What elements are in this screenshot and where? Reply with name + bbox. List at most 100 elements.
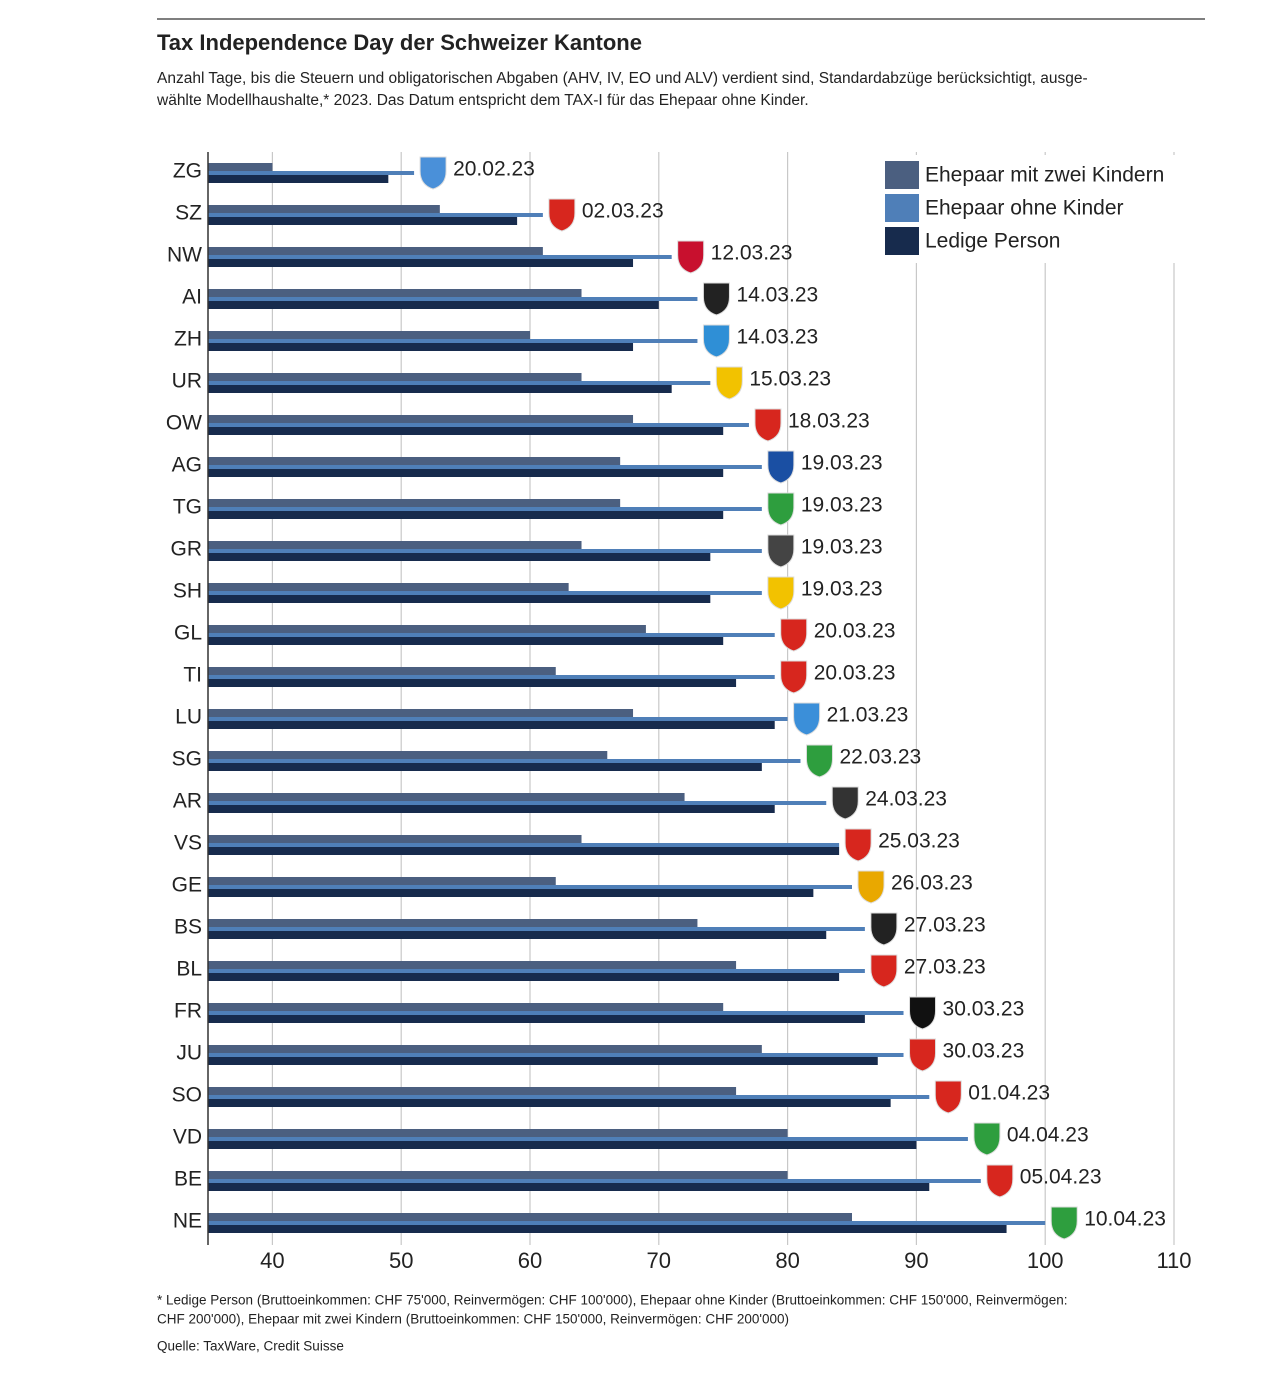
bar	[208, 499, 621, 507]
legend-bg	[880, 155, 1180, 263]
bar	[208, 1003, 724, 1011]
subtitle: wählte Modellhaushalte,* 2023. Das Datum…	[156, 92, 809, 109]
bar	[208, 301, 659, 309]
y-tick-label: VS	[174, 832, 202, 855]
y-tick-label: BE	[174, 1168, 202, 1191]
value-label: 15.03.23	[749, 368, 831, 391]
value-label: 05.04.23	[1020, 1166, 1102, 1189]
y-tick-label: SO	[172, 1084, 202, 1107]
y-tick-label: TI	[183, 664, 202, 687]
bar	[208, 1099, 891, 1107]
bar	[208, 423, 749, 427]
bar	[208, 1179, 981, 1183]
bar	[208, 373, 582, 381]
subtitle: Anzahl Tage, bis die Steuern und obligat…	[157, 70, 1088, 87]
legend-swatch	[885, 161, 919, 189]
bar	[208, 709, 634, 717]
legend-label: Ehepaar mit zwei Kindern	[925, 164, 1164, 187]
canton-flag	[909, 996, 937, 1030]
bar	[208, 213, 543, 217]
value-label: 20.03.23	[814, 620, 896, 643]
canton-flag	[1050, 1206, 1078, 1240]
bar	[208, 385, 672, 393]
bar	[208, 339, 698, 343]
value-label: 19.03.23	[801, 578, 883, 601]
value-label: 19.03.23	[801, 494, 883, 517]
x-tick-label: 50	[389, 1248, 413, 1273]
x-tick-label: 90	[904, 1248, 928, 1273]
bar	[208, 1183, 930, 1191]
bar	[208, 1011, 904, 1015]
value-label: 22.03.23	[839, 746, 921, 769]
canton-flag	[754, 408, 782, 442]
y-tick-label: GL	[174, 622, 202, 645]
y-tick-label: VD	[173, 1126, 202, 1149]
canton-flag	[857, 870, 885, 904]
bar	[208, 633, 775, 637]
value-label: 14.03.23	[736, 284, 818, 307]
x-tick-label: 60	[518, 1248, 542, 1273]
bar	[208, 1087, 737, 1095]
canton-flag	[702, 282, 730, 316]
value-label: 04.04.23	[1007, 1124, 1089, 1147]
canton-flag	[767, 450, 795, 484]
bar	[208, 163, 273, 171]
bar	[208, 217, 518, 225]
bar	[208, 1221, 1046, 1225]
canton-flag	[870, 954, 898, 988]
y-tick-label: GE	[172, 874, 202, 897]
x-tick-label: 40	[260, 1248, 284, 1273]
bar	[208, 973, 840, 981]
footnote: CHF 200'000), Ehepaar mit zwei Kindern (…	[157, 1312, 789, 1327]
canton-flag	[831, 786, 859, 820]
canton-flag	[934, 1080, 962, 1114]
legend-swatch	[885, 227, 919, 255]
bar	[208, 415, 634, 423]
canton-flag	[677, 240, 705, 274]
y-tick-label: UR	[172, 370, 202, 393]
y-tick-label: AI	[182, 286, 202, 309]
x-tick-label: 110	[1156, 1248, 1191, 1273]
bar	[208, 877, 556, 885]
y-tick-label: NW	[167, 244, 202, 267]
value-label: 26.03.23	[891, 872, 973, 895]
bar	[208, 465, 762, 469]
bar	[208, 801, 827, 805]
canton-flag	[767, 492, 795, 526]
bar	[208, 457, 621, 465]
source: Quelle: TaxWare, Credit Suisse	[157, 1339, 344, 1354]
canton-flag	[986, 1164, 1014, 1198]
bar	[208, 205, 440, 213]
canton-flag	[870, 912, 898, 946]
bar	[208, 1171, 788, 1179]
bar	[208, 885, 852, 889]
bar	[208, 625, 646, 633]
value-label: 10.04.23	[1084, 1208, 1166, 1231]
y-tick-label: AG	[172, 454, 202, 477]
canton-flag	[419, 156, 447, 190]
bar	[208, 1045, 762, 1053]
canton-flag	[548, 198, 576, 232]
bar	[208, 381, 711, 385]
bar	[208, 1141, 917, 1149]
value-label: 12.03.23	[711, 242, 793, 265]
bar	[208, 511, 724, 519]
y-tick-label: SH	[173, 580, 202, 603]
value-label: 21.03.23	[827, 704, 909, 727]
y-tick-label: BL	[176, 958, 202, 981]
canton-flag	[780, 660, 808, 694]
value-label: 20.02.23	[453, 158, 535, 181]
chart-title: Tax Independence Day der Schweizer Kanto…	[157, 30, 642, 55]
value-label: 25.03.23	[878, 830, 960, 853]
bar	[208, 1225, 1007, 1233]
value-label: 18.03.23	[788, 410, 870, 433]
value-label: 19.03.23	[801, 536, 883, 559]
bar	[208, 751, 608, 759]
bar	[208, 1137, 968, 1141]
legend-label: Ehepaar ohne Kinder	[925, 197, 1124, 220]
bar	[208, 247, 543, 255]
value-label: 19.03.23	[801, 452, 883, 475]
x-tick-label: 80	[775, 1248, 799, 1273]
bar	[208, 931, 827, 939]
bar	[208, 969, 865, 973]
